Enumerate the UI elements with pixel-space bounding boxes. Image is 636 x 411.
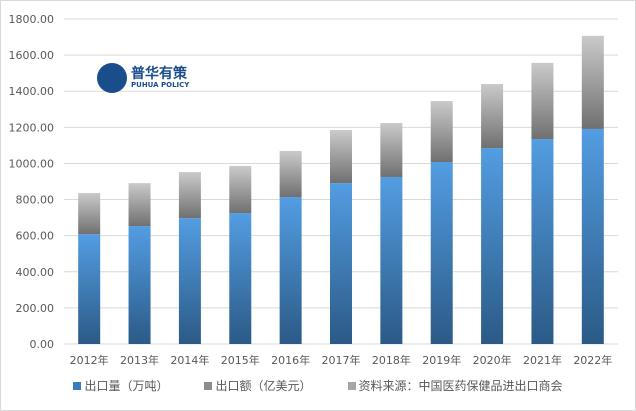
x-tick-label: 2018年 (372, 353, 411, 367)
x-tick-label: 2017年 (322, 353, 361, 367)
bar-value (229, 165, 252, 214)
x-tick-label: 2020年 (473, 353, 512, 367)
legend: 出口量（万吨） 出口额（亿美元） 资料来源：中国医药保健品进出口商会 (1, 377, 635, 394)
y-tick-label: 400.00 (16, 266, 55, 279)
bar-value (128, 183, 151, 227)
bar-value (178, 172, 201, 219)
x-tick-label: 2013年 (120, 353, 159, 367)
bar-value (430, 100, 453, 162)
y-tick-label: 1000.00 (9, 157, 55, 170)
legend-swatch (204, 381, 213, 390)
source-note: 资料来源：中国医药保健品进出口商会 (358, 379, 563, 393)
bar-volume (581, 128, 604, 344)
legend-swatch (347, 381, 356, 390)
y-tick-label: 1600.00 (9, 49, 55, 62)
legend-label: 出口额（亿美元） (215, 379, 312, 393)
bar-volume (229, 213, 252, 344)
legend-item-source: 资料来源：中国医药保健品进出口商会 (347, 377, 563, 394)
watermark-sub: PUHUA POLICY (131, 80, 190, 89)
x-tick-label: 2014年 (170, 353, 209, 367)
y-tick-label: 1400.00 (9, 85, 55, 98)
bar-value (380, 123, 403, 177)
y-tick-label: 1200.00 (9, 121, 55, 134)
x-tick-label: 2022年 (573, 353, 612, 367)
bar-volume (78, 234, 101, 344)
x-tick-label: 2019年 (422, 353, 461, 367)
watermark-logo: 普华有策 PUHUA POLICY (97, 63, 189, 93)
y-tick-label: 1800.00 (9, 13, 55, 26)
bar-value (531, 62, 554, 140)
legend-swatch (73, 381, 82, 390)
bar-value (581, 35, 604, 129)
legend-item-value: 出口额（亿美元） (204, 377, 312, 394)
bar-value (481, 84, 504, 149)
legend-item-volume: 出口量（万吨） (73, 377, 168, 394)
watermark-name: 普华有策 (131, 65, 187, 82)
x-tick-label: 2012年 (70, 353, 109, 367)
bar-volume (279, 197, 302, 344)
bar-value (78, 193, 101, 235)
logo-icon (97, 63, 127, 93)
bar-volume (178, 218, 201, 344)
x-tick-label: 2016年 (271, 353, 310, 367)
x-tick-label: 2021年 (523, 353, 562, 367)
legend-label: 出口量（万吨） (84, 379, 169, 393)
y-tick-label: 800.00 (16, 194, 55, 207)
bar-volume (531, 139, 554, 344)
bar-volume (481, 148, 504, 344)
y-tick-label: 200.00 (16, 302, 55, 315)
x-tick-label: 2015年 (221, 353, 260, 367)
bar-value (279, 150, 302, 198)
bar-value (330, 130, 352, 184)
bar-volume (128, 226, 151, 344)
y-tick-label: 0.00 (30, 338, 55, 351)
y-tick-label: 600.00 (16, 230, 55, 243)
bar-volume (380, 176, 403, 344)
bar-volume (430, 162, 453, 344)
bar-volume (330, 183, 352, 344)
